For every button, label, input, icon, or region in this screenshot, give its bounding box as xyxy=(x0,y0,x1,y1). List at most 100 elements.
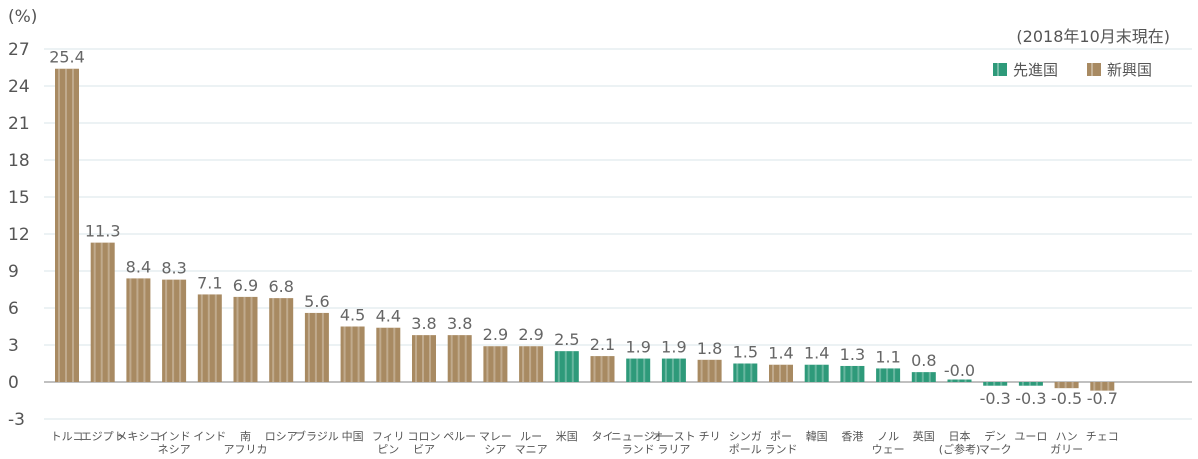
category-label: ロシア xyxy=(265,430,298,443)
category-label: インド xyxy=(193,430,226,443)
value-label: 4.4 xyxy=(376,307,401,326)
y-tick-label: 12 xyxy=(8,225,30,245)
bar-stripe xyxy=(464,335,467,382)
bar xyxy=(55,68,79,382)
value-label: 8.3 xyxy=(161,259,186,278)
y-tick-label: 0 xyxy=(8,373,19,393)
value-label: 11.3 xyxy=(85,222,121,241)
bar-stripe xyxy=(600,356,603,382)
bar-stripe xyxy=(950,379,953,382)
value-label: 2.9 xyxy=(483,325,508,344)
legend: 先進国 新興国 xyxy=(993,61,1152,79)
value-label: 1.4 xyxy=(768,344,793,363)
bar-stripe xyxy=(500,346,503,382)
value-label: 6.9 xyxy=(233,276,258,295)
bar-stripe xyxy=(986,382,989,386)
bar xyxy=(1054,382,1079,389)
bar-stripe xyxy=(857,365,860,382)
legend-swatch-stripe xyxy=(997,63,999,76)
bar-stripe xyxy=(893,368,896,382)
bar-stripe xyxy=(1057,382,1060,389)
category-label: ガリー xyxy=(1050,443,1083,456)
bar-stripe xyxy=(129,278,132,382)
bar-stripe xyxy=(393,327,396,382)
category-label: ランド xyxy=(622,443,655,456)
bar xyxy=(876,368,901,382)
bar-stripe xyxy=(636,358,639,382)
category-label: 米国 xyxy=(556,430,578,443)
bar xyxy=(304,312,329,382)
value-label: 2.1 xyxy=(590,335,615,354)
bar xyxy=(447,335,472,382)
bar-stripe xyxy=(964,379,967,382)
bar-stripe xyxy=(143,278,146,382)
bar-stripe xyxy=(107,242,110,382)
y-tick-label: 24 xyxy=(8,77,30,97)
y-tick-label: -3 xyxy=(8,410,25,430)
bar-stripe xyxy=(493,346,496,382)
bar-stripe xyxy=(236,296,239,382)
bar-stripe xyxy=(422,335,424,382)
y-tick-label: 15 xyxy=(8,188,30,208)
bar-stripe xyxy=(536,346,539,382)
category-label: メキシコ xyxy=(116,430,160,443)
category-label: タイ xyxy=(592,430,614,443)
bar-stripe xyxy=(643,358,646,382)
bar-stripe xyxy=(1000,382,1003,386)
category-label: チェコ xyxy=(1086,430,1119,443)
value-label: -0.3 xyxy=(1015,389,1046,408)
category-label: (ご参考) xyxy=(939,442,981,456)
bar-stripe xyxy=(357,326,360,382)
value-label: 6.8 xyxy=(268,277,293,296)
bar-stripe xyxy=(1093,382,1096,391)
bar-stripe xyxy=(207,294,210,382)
category-label: マニア xyxy=(515,443,548,456)
category-label: ペルー xyxy=(443,430,476,443)
bar-stripe xyxy=(529,346,532,382)
bar xyxy=(1018,382,1043,386)
bar-stripe xyxy=(415,335,417,382)
category-label: ノル xyxy=(877,430,899,443)
bar-stripe xyxy=(457,335,460,382)
bar-stripe xyxy=(286,298,289,382)
value-label: 4.5 xyxy=(340,306,365,325)
bar-stripe xyxy=(100,242,103,382)
category-label: ピン xyxy=(377,443,399,456)
category-label: 日本 xyxy=(949,429,971,443)
bar-stripe xyxy=(343,326,346,382)
value-label: -0.0 xyxy=(944,361,975,380)
category-label: ビア xyxy=(413,443,435,456)
bar-stripe xyxy=(65,68,67,382)
bar-stripe xyxy=(1071,382,1074,389)
value-label: 1.1 xyxy=(875,347,900,366)
bar-stripe xyxy=(593,356,596,382)
bar xyxy=(769,364,793,382)
bar-stripe xyxy=(921,372,924,382)
legend-swatch xyxy=(1087,63,1101,76)
date-note: (2018年10月末現在) xyxy=(1016,27,1170,46)
bar-stripe xyxy=(928,372,931,382)
bar-stripe xyxy=(1021,382,1024,386)
value-label: -0.3 xyxy=(980,389,1011,408)
category-label: デン xyxy=(984,429,1006,443)
category-label: ポール xyxy=(729,443,762,456)
category-label: インド xyxy=(158,430,191,443)
bar xyxy=(376,327,401,382)
bar-stripe xyxy=(671,358,674,382)
bar-stripe xyxy=(1100,382,1103,391)
bar-stripe xyxy=(678,358,681,382)
category-label: ランド xyxy=(765,443,798,456)
category-label: ブラジル xyxy=(295,429,339,443)
bar-stripe xyxy=(200,294,203,382)
bar xyxy=(269,298,294,382)
bar-stripe xyxy=(386,327,389,382)
value-label: 1.8 xyxy=(697,339,722,358)
bar-stripe xyxy=(700,359,703,382)
bar-stripe xyxy=(571,351,574,382)
category-label: ニュージー xyxy=(611,430,666,443)
bar-stripe xyxy=(486,346,489,382)
value-label: 1.4 xyxy=(804,344,829,363)
value-label: 3.8 xyxy=(447,314,472,333)
bar-stripe xyxy=(279,298,282,382)
bar xyxy=(483,346,508,382)
